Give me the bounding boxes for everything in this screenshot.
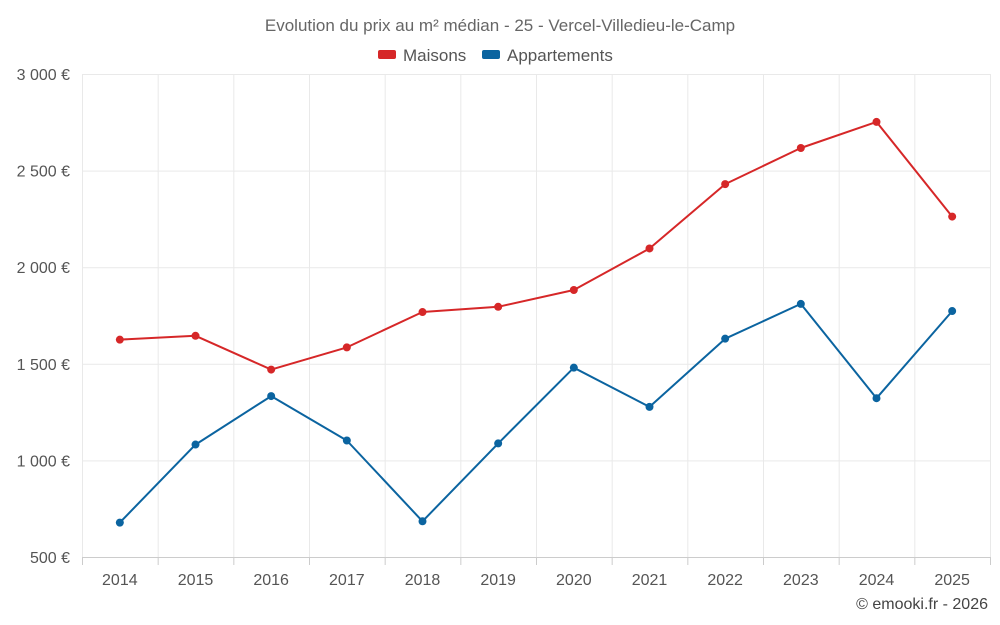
- data-point-appartements[interactable]: [645, 402, 654, 411]
- series-group: [115, 117, 957, 527]
- x-tick-label: 2017: [329, 572, 365, 589]
- data-point-appartements[interactable]: [796, 299, 805, 308]
- data-point-appartements[interactable]: [872, 394, 881, 403]
- legend-label-maisons[interactable]: Maisons: [403, 46, 466, 65]
- x-tick-label: 2018: [405, 572, 441, 589]
- y-tick-label: 1 000 €: [17, 453, 70, 470]
- legend-swatch-appartements: [482, 50, 500, 59]
- series-line-appartements: [119, 302, 953, 524]
- data-point-maisons[interactable]: [418, 308, 427, 317]
- y-tick-label: 2 500 €: [17, 164, 70, 181]
- y-tick-label: 1 500 €: [17, 357, 70, 374]
- x-axis-ticks: 2014 2015 2016 2017 2018 2019 2020 2021 2022 2023…: [102, 572, 970, 589]
- data-point-appartements[interactable]: [342, 436, 351, 445]
- y-tick-label: 2 000 €: [17, 260, 70, 277]
- data-point-maisons[interactable]: [645, 244, 654, 253]
- data-point-maisons[interactable]: [342, 343, 351, 352]
- data-point-maisons[interactable]: [115, 335, 124, 344]
- data-point-appartements[interactable]: [569, 363, 578, 372]
- data-point-maisons[interactable]: [721, 180, 730, 189]
- legend-swatch-maisons: [378, 50, 396, 59]
- data-point-appartements[interactable]: [191, 440, 200, 449]
- data-point-appartements[interactable]: [721, 334, 730, 343]
- series-line-maisons: [119, 120, 953, 371]
- x-tick-label: 2015: [178, 572, 214, 589]
- x-tick-label: 2020: [556, 572, 592, 589]
- data-point-maisons[interactable]: [494, 302, 503, 311]
- y-axis-ticks: 500 € 1 000 € 1 500 € 2 000 € 2 500 € 3 000 €: [17, 67, 70, 567]
- data-point-maisons[interactable]: [796, 143, 805, 152]
- x-tick-label: 2024: [859, 572, 895, 589]
- x-tick-label: 2025: [934, 572, 970, 589]
- y-tick-label: 500 €: [30, 550, 70, 567]
- data-point-appartements[interactable]: [267, 392, 276, 401]
- x-tick-label: 2023: [783, 572, 819, 589]
- legend-label-appartements[interactable]: Appartements: [507, 46, 613, 65]
- y-tick-label: 3 000 €: [17, 67, 70, 84]
- data-point-appartements[interactable]: [418, 517, 427, 526]
- x-tick-label: 2021: [632, 572, 668, 589]
- data-point-maisons[interactable]: [948, 212, 957, 221]
- data-point-appartements[interactable]: [494, 439, 503, 448]
- credit-text: © emooki.fr - 2026: [856, 596, 988, 613]
- chart-title: Evolution du prix au m² médian - 25 - Ve…: [265, 16, 735, 35]
- grid: [82, 74, 991, 565]
- x-tick-label: 2019: [480, 572, 516, 589]
- x-tick-label: 2014: [102, 572, 138, 589]
- x-tick-label: 2016: [253, 572, 289, 589]
- data-point-appartements[interactable]: [115, 518, 124, 527]
- legend: Maisons Appartements: [378, 46, 613, 65]
- data-point-maisons[interactable]: [569, 285, 578, 294]
- data-point-maisons[interactable]: [191, 331, 200, 340]
- data-point-maisons[interactable]: [267, 365, 276, 374]
- data-point-maisons[interactable]: [872, 117, 881, 126]
- data-point-appartements[interactable]: [948, 307, 957, 316]
- x-tick-label: 2022: [707, 572, 743, 589]
